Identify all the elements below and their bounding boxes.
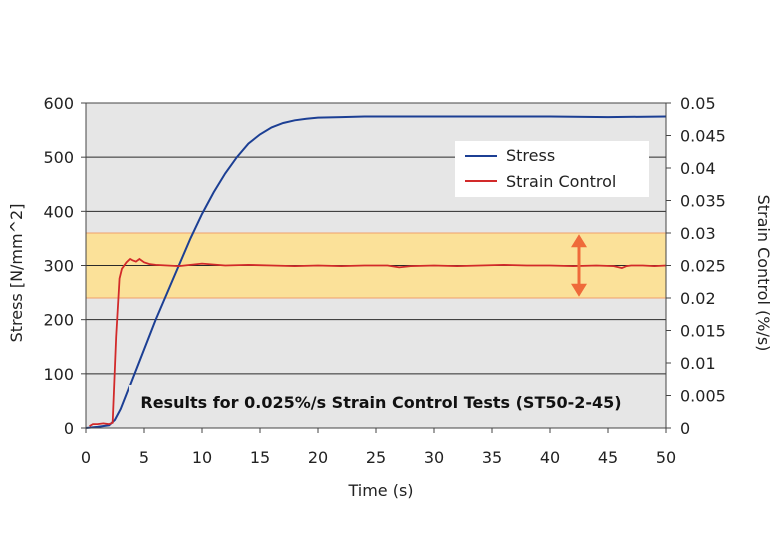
y2-tick-label-4: 0.02 [680, 289, 716, 308]
y2-tick-label-9: 0.045 [680, 127, 726, 146]
chart-annotation: Results for 0.025%/s Strain Control Test… [140, 393, 621, 412]
y2-tick-label-3: 0.015 [680, 322, 726, 341]
x-tick-label-0: 0 [81, 448, 91, 467]
y2-axis-title: Strain Control (%/s) [754, 195, 773, 352]
y-tick-label-6: 600 [43, 94, 74, 113]
x-tick-label-8: 40 [540, 448, 560, 467]
arrow-head-up [571, 234, 587, 248]
y-tick-label-4: 400 [43, 202, 74, 221]
y2-tick-label-1: 0.005 [680, 387, 726, 406]
annotation-box [129, 385, 637, 417]
y-tick-label-2: 200 [43, 311, 74, 330]
y2-tick-label-0: 0 [680, 419, 690, 438]
x-tick-label-5: 25 [366, 448, 386, 467]
x-tick-label-1: 5 [139, 448, 149, 467]
x-axis-title: Time (s) [347, 481, 413, 500]
series-line-stress [85, 115, 667, 429]
y2-tick-label-2: 0.01 [680, 354, 716, 373]
tolerance-arrow [571, 234, 587, 297]
x-tick-label-2: 10 [192, 448, 212, 467]
x-tick-label-4: 20 [308, 448, 328, 467]
y-tick-label-5: 500 [43, 148, 74, 167]
legend-label-stress: Stress [506, 146, 555, 165]
legend-label-strain-control: Strain Control [506, 172, 616, 191]
x-tick-label-6: 30 [424, 448, 444, 467]
y2-tick-label-6: 0.03 [680, 224, 716, 243]
y2-tick-label-10: 0.05 [680, 94, 716, 113]
y2-axis-ticks: 0 0.005 0.01 0.015 0.02 0.025 0.03 0.035 0.04 0.0… [666, 94, 726, 438]
y2-tick-label-7: 0.035 [680, 192, 726, 211]
y2-tick-label-5: 0.025 [680, 257, 726, 276]
y-axis-title: Stress [N/mm^2] [7, 204, 26, 343]
arrow-head-down [571, 283, 587, 297]
y-tick-label-0: 0 [64, 419, 74, 438]
x-axis-ticks: 0 5 10 15 20 25 30 35 40 45 50 [81, 428, 676, 467]
y2-tick-label-8: 0.04 [680, 159, 716, 178]
x-tick-label-10: 50 [656, 448, 676, 467]
y-tick-label-1: 100 [43, 365, 74, 384]
x-tick-label-9: 45 [598, 448, 618, 467]
legend-box [455, 141, 649, 197]
y-axis-ticks: 0 100 200 300 400 500 600 [43, 94, 86, 438]
x-tick-label-7: 35 [482, 448, 502, 467]
x-tick-label-3: 15 [250, 448, 270, 467]
legend: Stress Strain Control [455, 141, 649, 197]
y-tick-label-3: 300 [43, 257, 74, 276]
series-line-strain-control [89, 257, 667, 427]
